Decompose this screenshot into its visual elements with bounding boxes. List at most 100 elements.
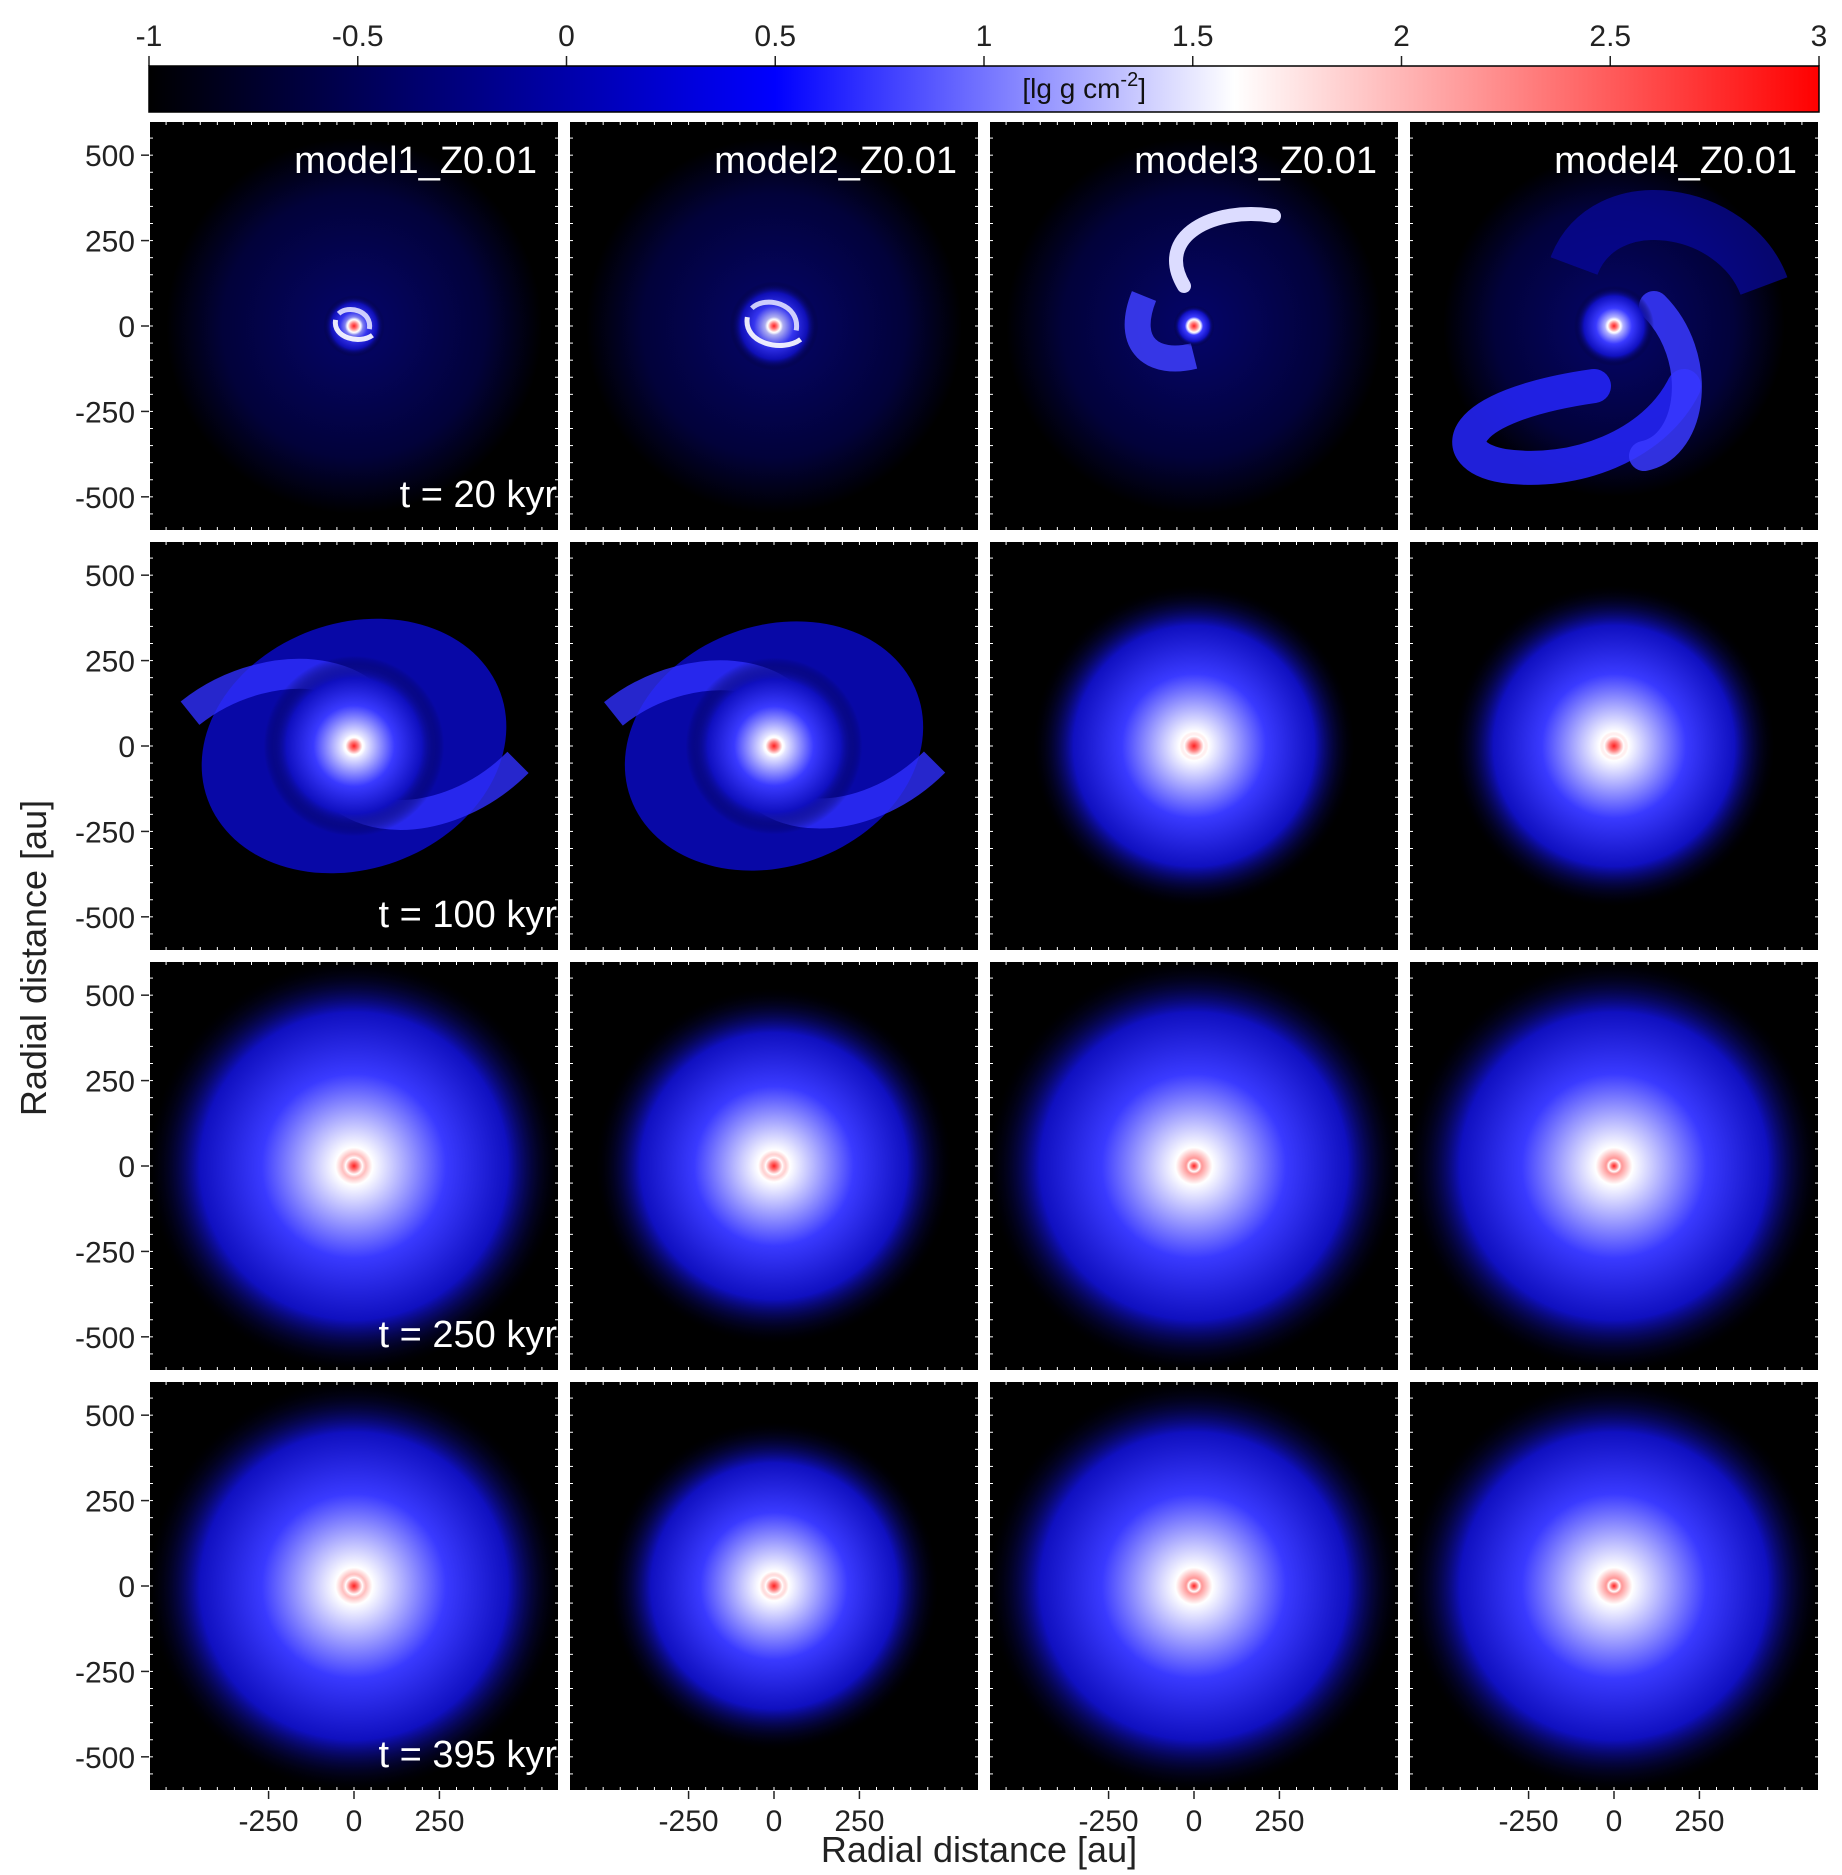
y-tick-label: 500: [85, 140, 135, 173]
y-tick-label: 250: [85, 646, 135, 679]
colorbar-unit-label: [lg g cm-2]: [1022, 69, 1146, 104]
colorbar-tick-label: 2.5: [1589, 20, 1631, 53]
panel-image: [1409, 961, 1819, 1371]
y-tick-label: 500: [85, 560, 135, 593]
spiral-arm: [1452, 369, 1701, 485]
x-tick-label: -250: [1499, 1805, 1559, 1838]
panel-image: [604, 621, 946, 871]
panel-image: [989, 1381, 1399, 1791]
y-tick-label: -250: [75, 396, 135, 429]
y-tick-label: -500: [75, 482, 135, 515]
x-tick-label: -250: [239, 1805, 299, 1838]
panel-model-label: model1_Z0.01: [294, 140, 537, 182]
panel-image: [149, 1381, 559, 1791]
x-tick-label: 0: [1186, 1805, 1203, 1838]
y-tick-label: -500: [75, 1742, 135, 1775]
spiral-arm: [750, 299, 799, 331]
panel-grid: model1_Z0.01t = 20 kyr model2_Z0.01 model3…: [148, 120, 1820, 1792]
x-tick-label: 250: [1254, 1805, 1304, 1838]
panel-2-row-4: [568, 1380, 980, 1792]
panel-3-row-4: [988, 1380, 1400, 1792]
panel-1-row-3: t = 250 kyr: [148, 960, 560, 1372]
spiral-arm: [333, 319, 374, 342]
panel-image: [586, 138, 962, 514]
x-tick-label: 250: [1674, 1805, 1724, 1838]
colorbar-unit-text: [lg g cm: [1022, 73, 1120, 104]
y-tick-label: 500: [85, 1400, 135, 1433]
central-core: [1605, 317, 1623, 335]
panel-4-row-4: [1408, 1380, 1820, 1792]
central-core: [765, 317, 783, 335]
panel-image: [1409, 1381, 1819, 1791]
panel-image: [180, 618, 529, 874]
x-tick-label: 250: [834, 1805, 884, 1838]
panel-image: [610, 1422, 938, 1750]
colorbar-gradient: [148, 65, 1820, 113]
y-tick-label: 250: [85, 1486, 135, 1519]
y-tick-label: 0: [118, 311, 135, 344]
x-tick-label: 0: [1606, 1805, 1623, 1838]
panel-1-row-2: t = 100 kyr: [148, 540, 560, 952]
panel-image: [989, 961, 1399, 1371]
panel-image: [149, 961, 559, 1371]
x-tick-label: -250: [659, 1805, 719, 1838]
panel-4-row-1: model4_Z0.01: [1408, 120, 1820, 532]
y-tick-label: -250: [75, 1236, 135, 1269]
central-core: [1180, 732, 1208, 760]
spiral-arm: [1124, 291, 1198, 372]
panel-image: [596, 988, 952, 1344]
colorbar-tick-label: 3: [1811, 20, 1828, 53]
panel-4-row-3: [1408, 960, 1820, 1372]
central-core: [1186, 1158, 1202, 1174]
central-core: [1185, 317, 1203, 335]
central-core: [1606, 1158, 1622, 1174]
panel-time-label: t = 100 kyr: [379, 894, 558, 936]
central-core: [345, 317, 363, 335]
y-tick-label: 500: [85, 980, 135, 1013]
spiral-arm: [336, 307, 372, 330]
central-core: [342, 1154, 366, 1178]
colorbar-unit-close: ]: [1138, 73, 1146, 104]
y-tick-label: -500: [75, 902, 135, 935]
central-core: [342, 734, 366, 758]
panel-time-label: t = 395 kyr: [379, 1734, 558, 1776]
panel-3-row-2: [988, 540, 1400, 952]
y-tick-label: 0: [118, 1571, 135, 1604]
central-core: [1606, 1578, 1622, 1594]
colorbar: -1 -0.5 0 0.5 1 1.5 2 2.5 3 [lg g cm-2]: [136, 20, 1828, 113]
y-axes: 500 250 0 -250 -500 500 250 0 -250 -500 500 250 0 -25…: [75, 140, 149, 1775]
panel-image: [166, 138, 542, 514]
colorbar-tick-label: 0: [558, 20, 575, 53]
colorbar-unit-exponent: -2: [1120, 69, 1138, 91]
panel-time-label: t = 20 kyr: [400, 474, 558, 516]
colorbar-ticks: -1 -0.5 0 0.5 1 1.5 2 2.5 3: [136, 20, 1828, 66]
panel-1-row-4: t = 395 kyr: [148, 1380, 560, 1792]
panel-2-row-3: [568, 960, 980, 1372]
x-tick-label: 0: [766, 1805, 783, 1838]
panel-3-row-1: model3_Z0.01: [988, 120, 1400, 532]
y-tick-label: -250: [75, 816, 135, 849]
y-tick-label: 250: [85, 1066, 135, 1099]
colorbar-tick-label: -0.5: [332, 20, 384, 53]
panel-model-label: model4_Z0.01: [1554, 140, 1797, 182]
colorbar-tick-label: 1: [976, 20, 993, 53]
panel-model-label: model3_Z0.01: [1134, 140, 1377, 182]
y-axis-label: Radial distance [au]: [13, 800, 54, 1116]
x-axes: -250 0 250 -250 0 250 -250 0 250 -250 0 250: [239, 1791, 1724, 1838]
outer-arm: [1550, 190, 1788, 297]
y-tick-label: 0: [118, 1151, 135, 1184]
panel-4-row-2: [1408, 540, 1820, 952]
spiral-arm: [1169, 207, 1281, 293]
spiral-arm: [744, 316, 803, 348]
central-core: [762, 1154, 786, 1178]
central-core: [1600, 732, 1628, 760]
x-tick-label: 0: [346, 1805, 363, 1838]
central-core: [762, 734, 786, 758]
x-tick-label: -250: [1079, 1805, 1139, 1838]
panel-model-label: model2_Z0.01: [714, 140, 957, 182]
y-tick-label: 250: [85, 226, 135, 259]
y-tick-label: -500: [75, 1322, 135, 1355]
colorbar-tick-label: 2: [1393, 20, 1410, 53]
panel-2-row-2: [568, 540, 980, 952]
